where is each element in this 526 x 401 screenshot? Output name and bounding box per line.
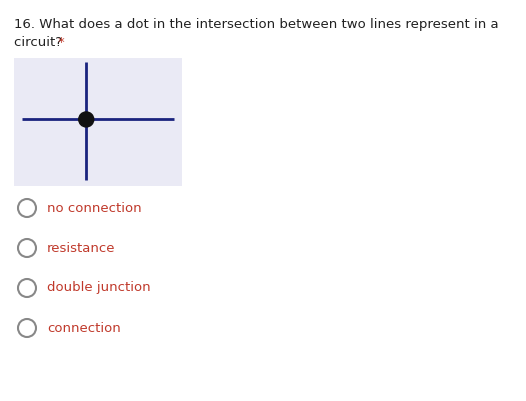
Circle shape (79, 112, 94, 127)
FancyBboxPatch shape (14, 58, 182, 186)
Text: double junction: double junction (47, 282, 150, 294)
Text: no connection: no connection (47, 201, 141, 215)
Text: 16. What does a dot in the intersection between two lines represent in a: 16. What does a dot in the intersection … (14, 18, 499, 31)
Text: circuit?: circuit? (14, 36, 66, 49)
Text: connection: connection (47, 322, 121, 334)
Text: *: * (58, 36, 65, 49)
Text: resistance: resistance (47, 241, 116, 255)
